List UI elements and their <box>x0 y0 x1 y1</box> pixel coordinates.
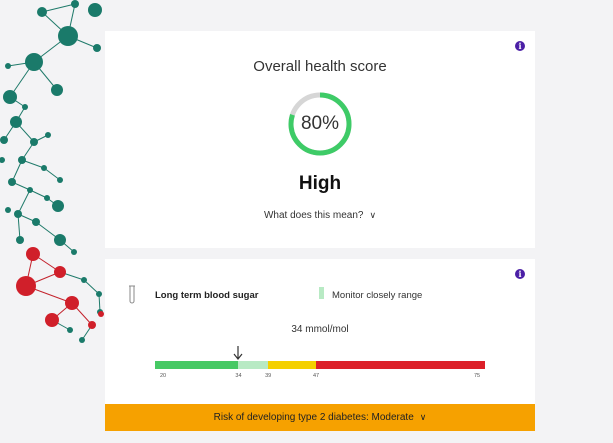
range-segment <box>316 361 485 369</box>
metric-label: Long term blood sugar <box>155 290 259 301</box>
score-gauge <box>288 92 352 156</box>
risk-text: Risk of developing type 2 diabetes: Mode… <box>213 412 414 423</box>
chevron-down-icon: ∨ <box>419 412 427 422</box>
range-segment <box>238 361 269 369</box>
range-segment <box>268 361 317 369</box>
blood-sugar-card: i Long term blood sugar Monitor closely … <box>105 259 535 404</box>
range-tick-label: 47 <box>312 373 320 379</box>
range-bar <box>155 361 485 369</box>
chevron-down-icon: ∨ <box>369 210 377 220</box>
score-level: High <box>298 173 342 194</box>
legend-label: Monitor closely range <box>332 290 423 301</box>
what-does-this-mean-link[interactable]: What does this mean? ∨ <box>105 210 535 221</box>
test-tube-icon <box>129 285 135 304</box>
meaning-link-label: What does this mean? <box>263 210 364 221</box>
legend-swatch <box>319 287 324 299</box>
range-tick-label: 34 <box>235 373 242 379</box>
info-icon[interactable]: i <box>515 269 525 279</box>
health-score-title: Overall health score <box>253 58 387 75</box>
diabetes-risk-banner[interactable]: Risk of developing type 2 diabetes: Mode… <box>105 404 535 431</box>
molecule-decoration <box>0 0 104 343</box>
range-segment <box>155 361 239 369</box>
range-tick-label: 75 <box>473 373 481 379</box>
score-percentage: 80% <box>300 113 340 134</box>
arrow-down-icon <box>234 346 243 360</box>
health-score-card: i Overall health score 80% High What doe… <box>105 31 535 248</box>
range-tick-label: 39 <box>265 373 272 379</box>
measurement-value: 34 mmol/mol <box>291 324 349 335</box>
range-tick-label: 20 <box>159 373 167 379</box>
info-icon[interactable]: i <box>515 41 525 51</box>
score-gauge-fill <box>288 92 352 156</box>
